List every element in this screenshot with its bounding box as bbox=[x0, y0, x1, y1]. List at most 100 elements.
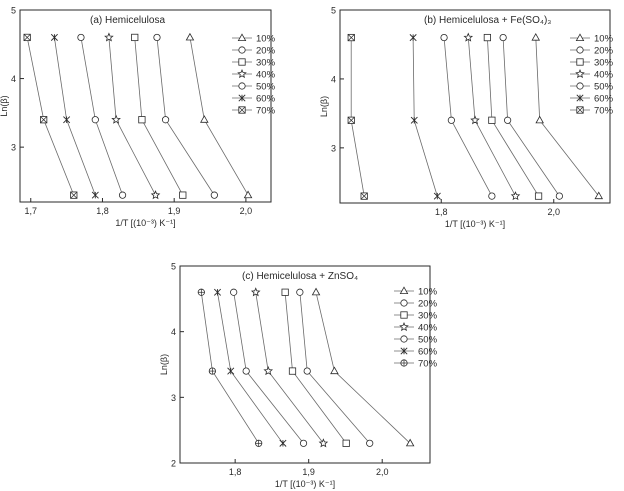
x-tick-label: 1,8 bbox=[229, 467, 242, 477]
series-50pct bbox=[230, 288, 308, 447]
legend-label: 50% bbox=[418, 335, 438, 346]
legend-marker bbox=[237, 68, 247, 79]
series-70pct bbox=[23, 33, 78, 199]
data-point bbox=[77, 33, 85, 42]
data-point bbox=[433, 192, 441, 200]
data-point bbox=[535, 115, 544, 124]
legend: 10%20%30%40%50%60%70% bbox=[570, 33, 614, 117]
data-point bbox=[118, 191, 127, 199]
data-point bbox=[405, 438, 415, 447]
data-point bbox=[91, 191, 99, 199]
x-axis-label: 1/T [(10⁻³) K⁻¹] bbox=[115, 218, 175, 228]
series-10pct bbox=[531, 32, 604, 200]
data-point bbox=[303, 367, 311, 375]
legend-label: 70% bbox=[418, 359, 438, 370]
data-point bbox=[23, 33, 31, 42]
legend-label: 20% bbox=[256, 46, 276, 57]
data-point bbox=[463, 32, 474, 42]
legend-label: 60% bbox=[594, 94, 614, 105]
legend: 10%20%30%40%50%60%70% bbox=[232, 33, 276, 117]
data-point bbox=[342, 439, 350, 447]
data-point bbox=[347, 116, 355, 124]
legend-label: 10% bbox=[594, 34, 614, 45]
data-point bbox=[470, 115, 480, 125]
data-point bbox=[131, 33, 139, 42]
y-axis-label: Ln(β) bbox=[319, 96, 329, 117]
x-tick-label: 1,8 bbox=[435, 207, 448, 217]
data-point bbox=[311, 287, 321, 296]
y-tick-label: 3 bbox=[11, 143, 16, 153]
legend-label: 10% bbox=[256, 34, 276, 45]
legend-marker bbox=[400, 335, 408, 343]
data-point bbox=[208, 367, 216, 375]
legend-marker bbox=[576, 82, 584, 90]
series-line bbox=[26, 37, 75, 196]
series-20pct bbox=[153, 33, 218, 199]
panel-b: 1,8 2,0 3 4 5 (b) Hemicelulosa + Fe(SO₄)₃ 1/T … bbox=[319, 6, 614, 230]
data-point bbox=[150, 190, 161, 200]
legend-marker bbox=[400, 311, 408, 319]
legend-label: 70% bbox=[594, 106, 614, 117]
legend-label: 20% bbox=[418, 299, 438, 310]
data-point bbox=[318, 438, 329, 448]
legend-label: 30% bbox=[418, 311, 438, 322]
panel-c: 1,8 1,9 2,0 2 3 4 5 (c) Hemicelulosa + ZnSO₄ 1/T… bbox=[159, 262, 438, 490]
legend-marker bbox=[575, 68, 585, 79]
y-tick-label: 3 bbox=[171, 393, 176, 403]
data-point bbox=[288, 367, 297, 375]
data-point bbox=[243, 190, 253, 199]
y-axis-label: Ln(β) bbox=[159, 354, 169, 375]
x-tick-label: 2,0 bbox=[376, 467, 389, 477]
legend-marker bbox=[576, 58, 584, 66]
y-tick-label: 3 bbox=[331, 143, 336, 153]
y-tick-label: 5 bbox=[171, 262, 176, 272]
data-point bbox=[263, 366, 274, 376]
x-tick-label: 2,0 bbox=[240, 206, 253, 216]
legend-label: 30% bbox=[594, 58, 614, 69]
y-tick-label: 5 bbox=[11, 6, 16, 16]
y-tick-label: 5 bbox=[331, 6, 336, 16]
series-60pct bbox=[409, 34, 441, 200]
series-line bbox=[412, 37, 438, 197]
series-60pct bbox=[213, 288, 287, 447]
legend-label: 20% bbox=[594, 46, 614, 57]
legend-label: 40% bbox=[418, 323, 438, 334]
data-point bbox=[360, 192, 368, 200]
legend-marker bbox=[576, 46, 584, 54]
legend-label: 60% bbox=[418, 347, 438, 358]
y-tick-label: 4 bbox=[331, 74, 336, 84]
data-point bbox=[299, 439, 308, 447]
data-point bbox=[483, 33, 491, 42]
legend-label: 10% bbox=[418, 287, 438, 298]
x-tick-label: 1,7 bbox=[24, 206, 37, 216]
panel-title: (a) Hemicelulosa bbox=[90, 15, 165, 26]
data-point bbox=[250, 287, 261, 297]
data-point bbox=[185, 32, 195, 41]
legend-label: 40% bbox=[256, 70, 276, 81]
series-70pct bbox=[347, 33, 368, 200]
data-point bbox=[281, 288, 289, 296]
series-line bbox=[54, 37, 96, 196]
x-tick-label: 2,0 bbox=[547, 207, 560, 217]
legend-marker bbox=[238, 46, 246, 54]
legend-marker bbox=[400, 299, 408, 307]
data-point bbox=[70, 191, 78, 199]
data-point bbox=[440, 33, 448, 42]
series-30pct bbox=[483, 33, 543, 200]
legend-label: 70% bbox=[256, 106, 276, 117]
legend-marker bbox=[576, 94, 584, 102]
series-30pct bbox=[131, 33, 187, 199]
data-point bbox=[63, 116, 71, 124]
series-line bbox=[502, 37, 560, 197]
y-tick-label: 2 bbox=[171, 459, 176, 469]
series-10pct bbox=[311, 287, 415, 447]
plot-frame bbox=[339, 9, 611, 204]
panel-title: (c) Hemicelulosa + ZnSO₄ bbox=[242, 271, 358, 282]
legend-label: 40% bbox=[594, 70, 614, 81]
data-point bbox=[534, 192, 543, 200]
data-point bbox=[488, 116, 496, 124]
data-point bbox=[104, 32, 114, 42]
series-40pct bbox=[463, 32, 521, 201]
data-point bbox=[499, 33, 507, 42]
